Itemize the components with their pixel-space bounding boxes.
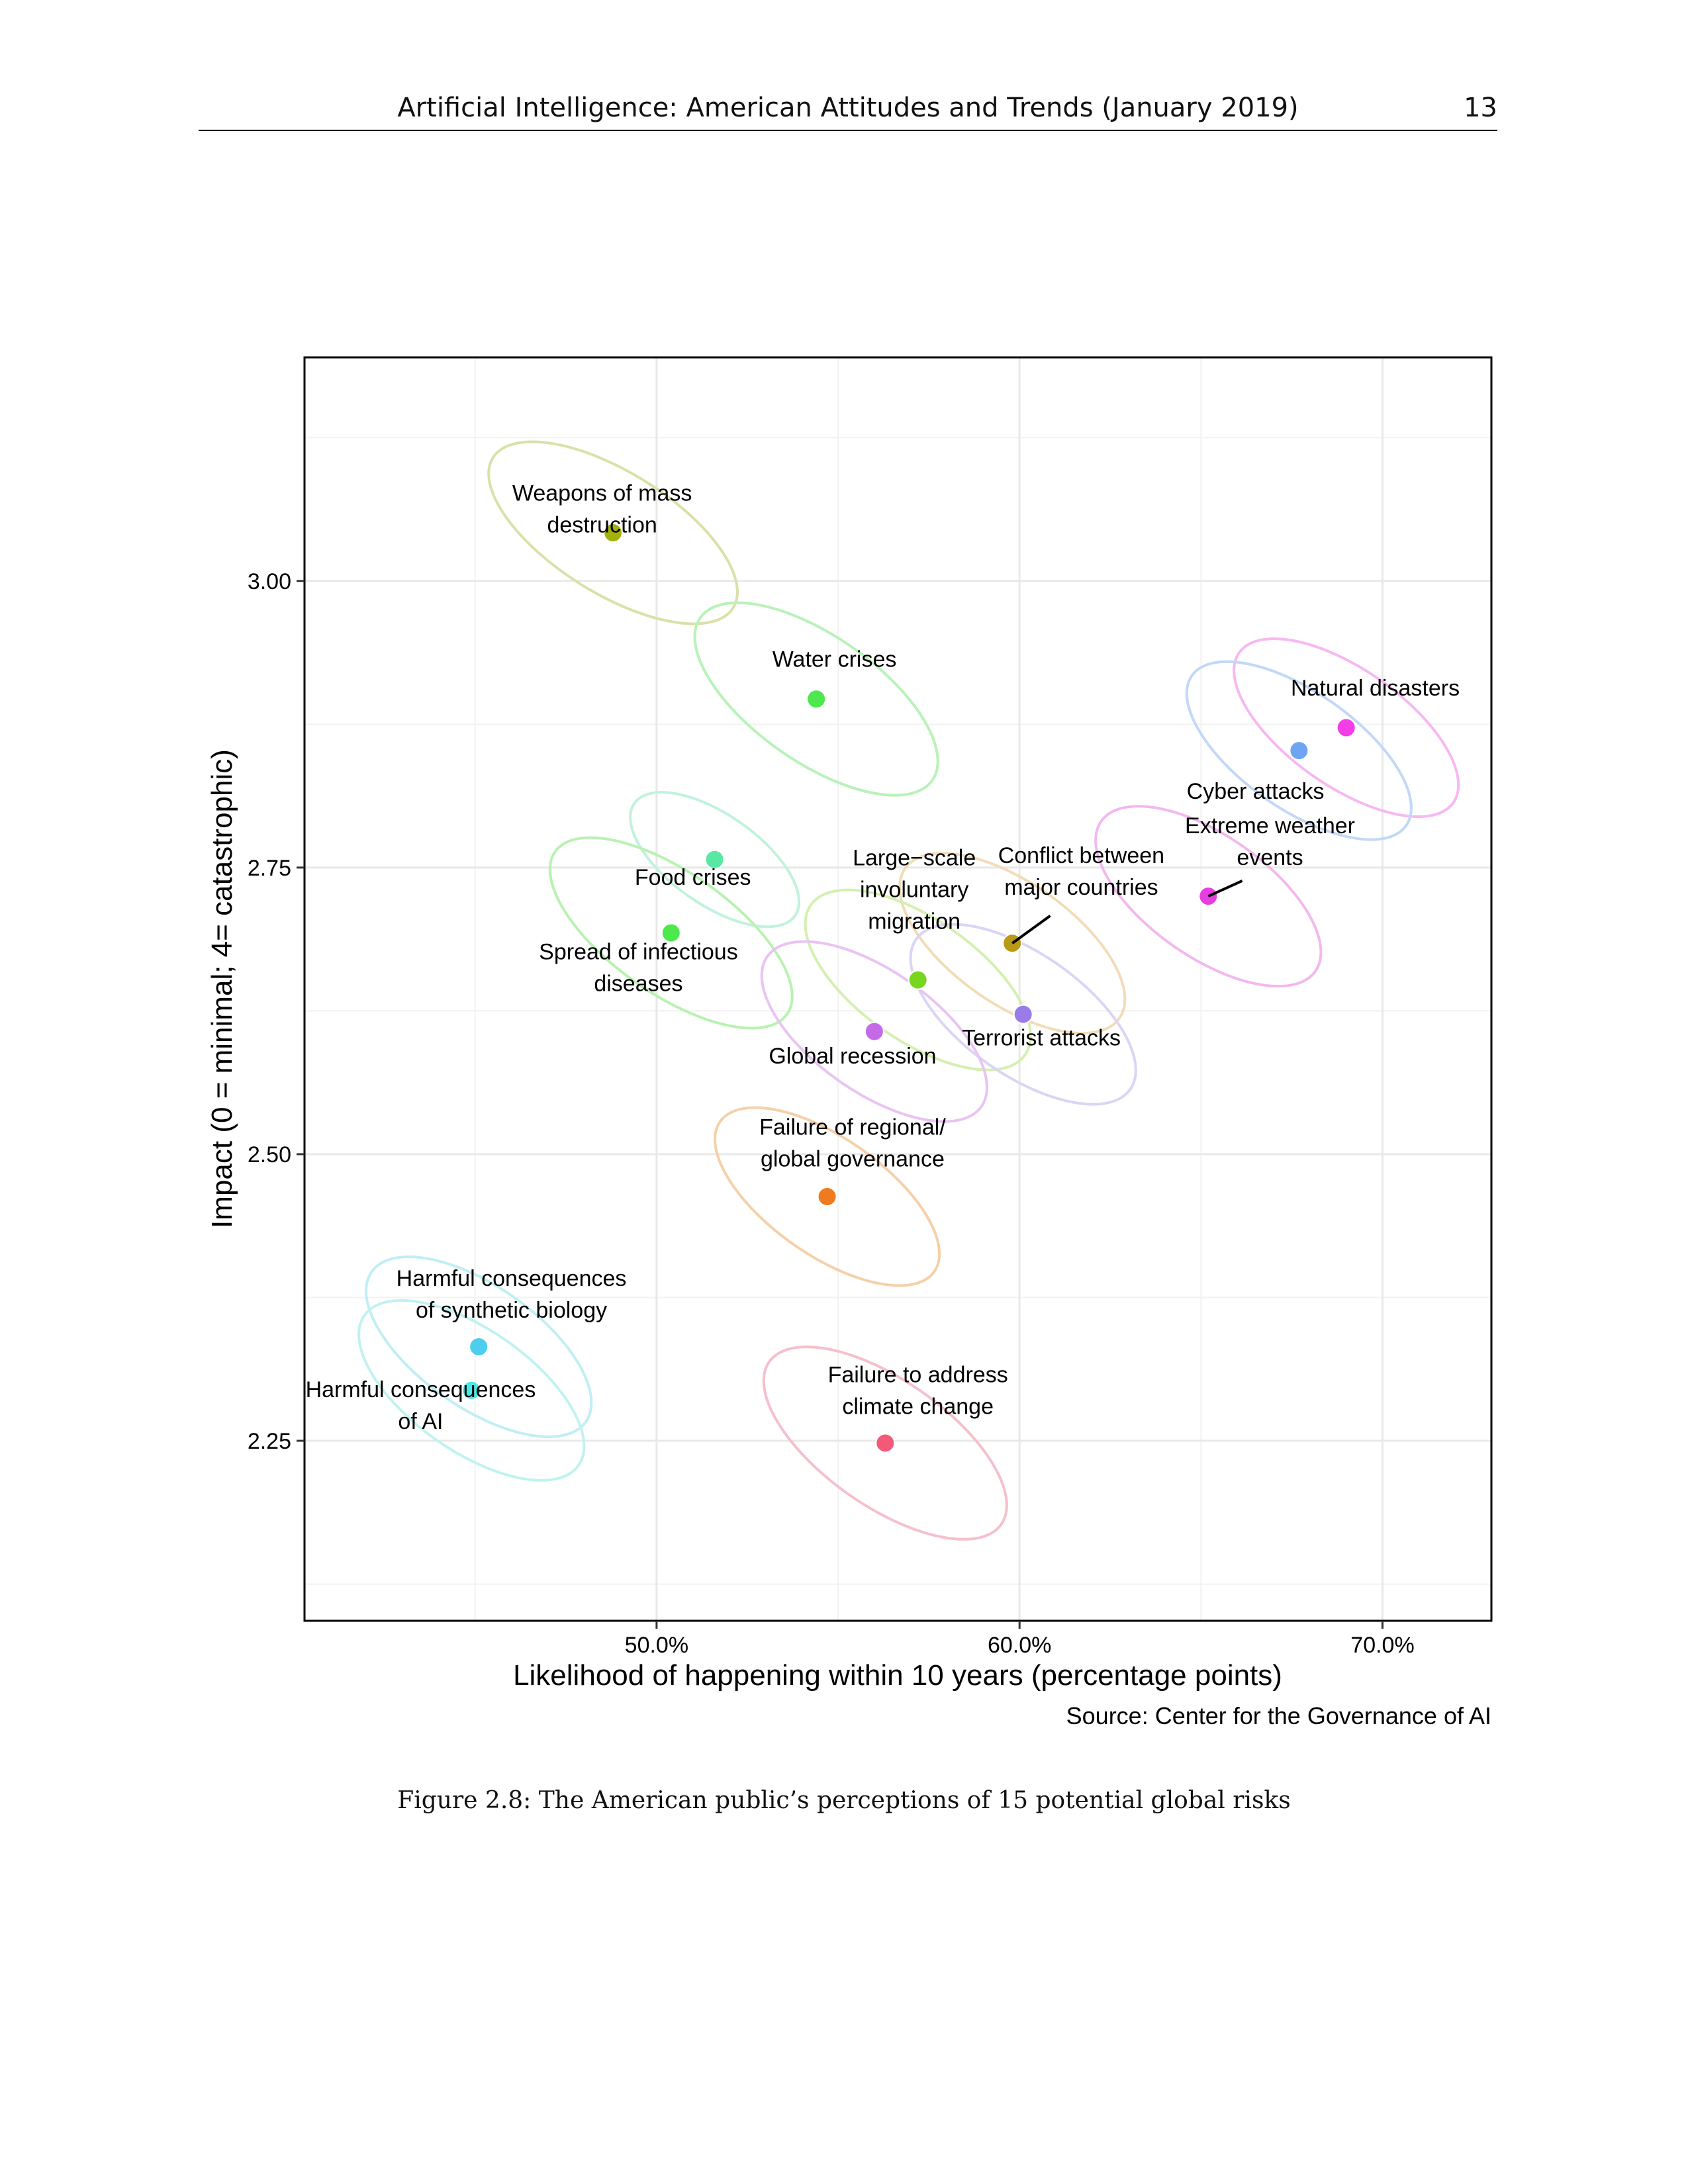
source-note: Source: Center for the Governance of AI xyxy=(1066,1702,1491,1729)
point-global-recession xyxy=(864,1021,884,1042)
point-regional-governance xyxy=(817,1187,837,1207)
label-food-crises: Food crises xyxy=(635,865,751,890)
plot-frame xyxy=(303,356,1493,1622)
ellipse-terrorist-attacks xyxy=(909,923,1137,1106)
label-synthetic-biology: of synthetic biology xyxy=(416,1298,607,1323)
figure-caption: Figure 2.8: The American public’s percep… xyxy=(397,1787,1291,1814)
ellipse-synthetic-biology xyxy=(365,1255,593,1438)
ellipse-weapons xyxy=(487,440,739,625)
label-harmful-ai: of AI xyxy=(398,1409,443,1434)
data-points xyxy=(461,523,1356,1453)
point-migration xyxy=(908,970,928,990)
point-climate-change xyxy=(875,1433,896,1453)
ellipse-natural-disasters xyxy=(1233,637,1460,818)
label-regional-governance: global governance xyxy=(761,1147,945,1172)
label-migration: migration xyxy=(868,909,961,934)
label-migration: Large−scale xyxy=(853,845,976,870)
page-number: 13 xyxy=(1464,93,1497,123)
label-spread-infectious: Spread of infectious xyxy=(539,939,738,964)
running-header: Artificial Intelligence: American Attitu… xyxy=(199,93,1497,131)
label-migration: involuntary xyxy=(860,877,968,902)
ellipse-cyber-attacks xyxy=(1185,660,1413,841)
label-weapons: destruction xyxy=(547,513,657,538)
label-terrorist-attacks: Terrorist attacks xyxy=(962,1025,1121,1050)
x-tick-label: 50.0% xyxy=(625,1633,688,1658)
label-global-recession: Global recession xyxy=(769,1044,936,1069)
y-tick-label: 2.75 xyxy=(248,856,291,881)
label-extreme-weather: Extreme weather xyxy=(1185,813,1355,839)
y-tick-label: 3.00 xyxy=(248,569,291,594)
x-tick-label: 60.0% xyxy=(988,1633,1051,1658)
grid-lines xyxy=(305,357,1491,1621)
point-harmful-ai xyxy=(461,1380,482,1400)
label-natural-disasters: Natural disasters xyxy=(1291,676,1460,701)
confidence-ellipses xyxy=(357,440,1460,1541)
axes: 50.0% 60.0% 70.0% 2.25 2.50 2.75 3.00 xyxy=(248,569,1415,1658)
label-regional-governance: Failure of regional/ xyxy=(759,1115,946,1140)
label-climate-change: climate change xyxy=(842,1394,994,1420)
y-tick-label: 2.25 xyxy=(248,1429,291,1454)
x-tick-label: 70.0% xyxy=(1350,1633,1414,1658)
label-water-crises: Water crises xyxy=(773,647,897,672)
label-spread-infectious: diseases xyxy=(594,971,682,996)
label-synthetic-biology: Harmful consequences xyxy=(397,1266,627,1291)
label-extreme-weather: events xyxy=(1237,845,1303,870)
point-weapons xyxy=(603,523,624,543)
label-climate-change: Failure to address xyxy=(828,1363,1008,1388)
ellipse-harmful-ai xyxy=(357,1298,586,1482)
ellipse-extreme-weather xyxy=(1094,805,1323,988)
label-conflict: major countries xyxy=(1004,875,1158,900)
ellipse-food-crises xyxy=(629,791,801,929)
y-axis-label: Impact (0 = minimal; 4= catastrophic) xyxy=(206,749,238,1228)
ellipse-regional-governance xyxy=(714,1106,941,1287)
ellipse-climate-change xyxy=(762,1345,1008,1541)
leader-line-conflict xyxy=(1011,915,1051,944)
label-weapons: Weapons of mass xyxy=(512,481,692,506)
point-water-crises xyxy=(806,689,827,709)
label-conflict: Conflict between xyxy=(998,843,1164,868)
label-harmful-ai: Harmful consequences xyxy=(306,1377,536,1402)
y-tick-label: 2.50 xyxy=(248,1142,291,1167)
header-title: Artificial Intelligence: American Attitu… xyxy=(397,93,1299,123)
label-cyber-attacks: Cyber attacks xyxy=(1187,779,1325,804)
point-synthetic-biology xyxy=(469,1336,489,1357)
ellipse-water-crises xyxy=(693,601,939,797)
ellipse-conflict xyxy=(898,852,1127,1035)
ellipse-spread-infectious xyxy=(548,836,794,1030)
point-terrorist-attacks xyxy=(1013,1004,1033,1024)
x-axis-label: Likelihood of happening within 10 years … xyxy=(513,1659,1282,1692)
point-cyber-attacks xyxy=(1289,741,1309,761)
point-natural-disasters xyxy=(1336,717,1356,738)
leader-line-extreme-weather xyxy=(1207,880,1243,898)
point-labels: Weapons of mass destruction Water crises Na… xyxy=(306,481,1460,1435)
point-food-crises xyxy=(704,849,725,870)
point-spread-infectious xyxy=(661,923,681,943)
